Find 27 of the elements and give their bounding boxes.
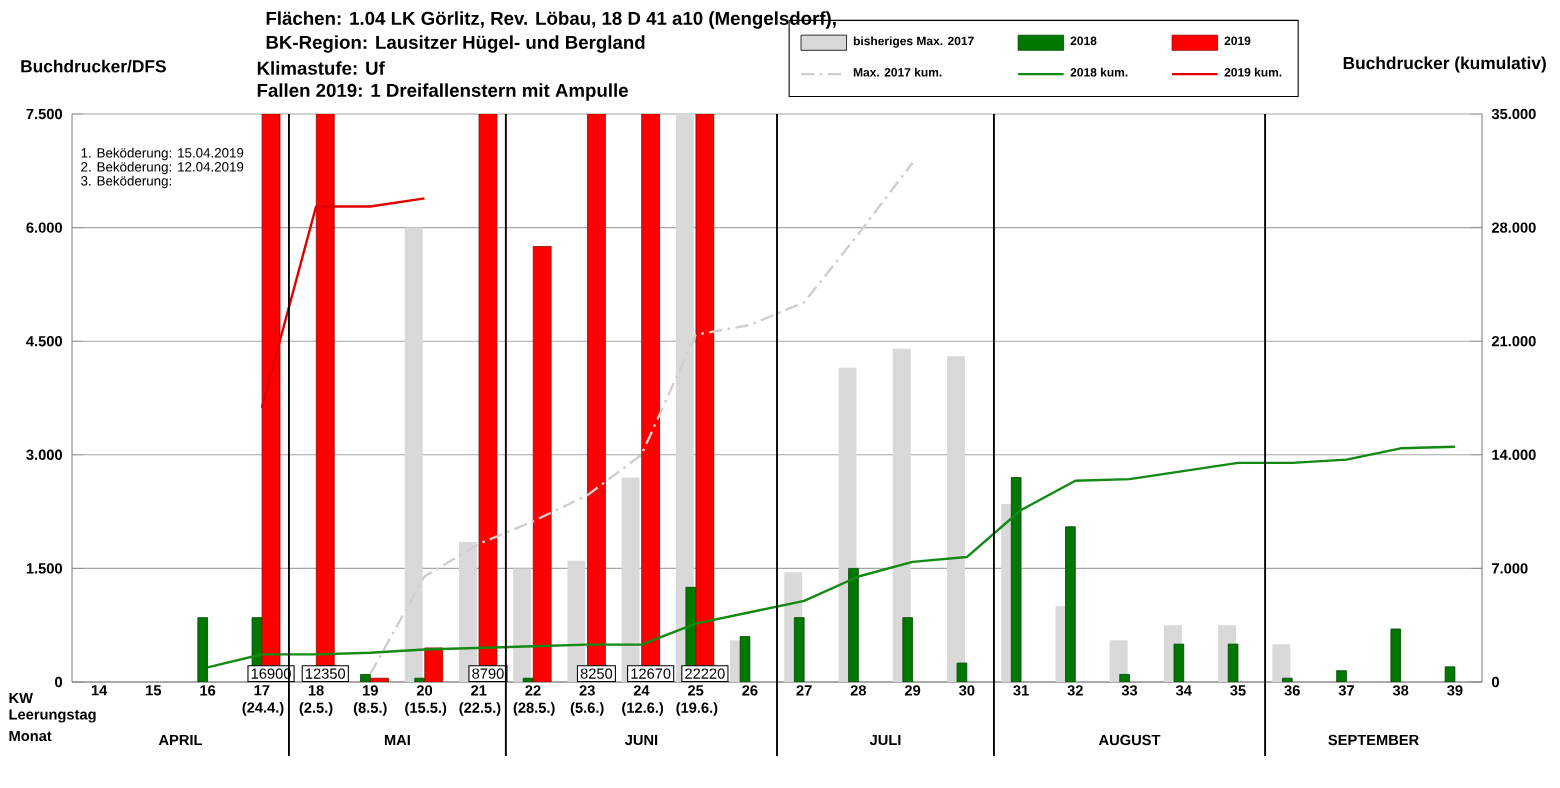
bar — [793, 617, 805, 682]
text: Klimastufe: Uf — [257, 61, 385, 75]
bar — [1227, 643, 1239, 682]
y-axis-title: Buchdrucker/DFS — [21, 59, 166, 73]
bar — [1272, 644, 1291, 682]
bar — [532, 246, 552, 682]
bar — [1065, 526, 1076, 682]
bar — [956, 662, 968, 682]
bar — [1109, 640, 1128, 682]
bar — [1390, 628, 1402, 682]
bar — [1119, 674, 1130, 682]
bar — [848, 568, 859, 682]
bar — [739, 636, 751, 682]
bar — [1336, 670, 1347, 682]
bar — [513, 568, 532, 682]
bar — [1444, 666, 1456, 682]
y2-axis-title: Buchdrucker (kumulativ) — [1343, 56, 1546, 73]
bar — [424, 647, 444, 682]
chart-title: Flächen: 1.04 LK Görlitz, Rev. Löbau, 18 D 41 a10 (Mengelsdorf), — [266, 11, 836, 29]
bar — [1173, 643, 1185, 682]
bar — [947, 356, 965, 682]
text: Fallen 2019: 1 Dreifallenstern mit Ampulle — [257, 83, 628, 101]
bar — [902, 617, 913, 682]
bar — [197, 617, 208, 682]
bar — [1010, 477, 1022, 682]
chart-subtitle: BK-Region: Lausitzer Hügel- und Bergland — [266, 35, 645, 53]
bar — [360, 674, 371, 682]
